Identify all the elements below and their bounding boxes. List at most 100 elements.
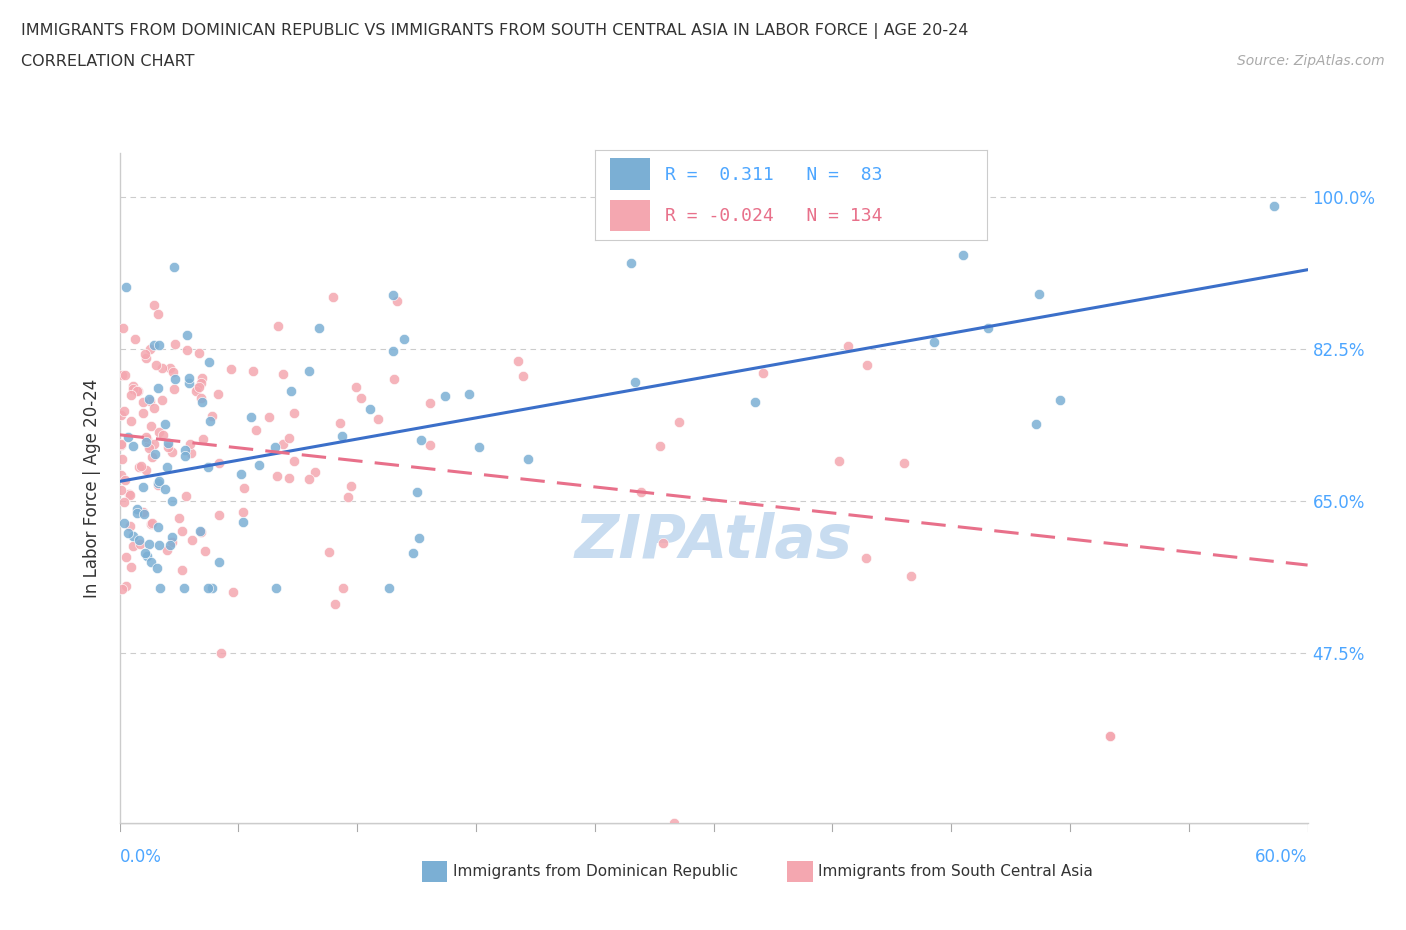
Point	[134, 546, 156, 561]
Point	[163, 337, 186, 352]
Text: ZIPAtlas: ZIPAtlas	[575, 512, 852, 571]
Point	[135, 549, 157, 564]
Point	[165, 371, 187, 386]
Point	[136, 432, 159, 446]
Point	[115, 550, 138, 565]
Point	[434, 389, 457, 404]
Point	[174, 488, 197, 503]
Point	[179, 436, 201, 451]
Point	[516, 452, 538, 467]
Point	[837, 339, 859, 353]
Point	[176, 343, 198, 358]
Point	[128, 459, 150, 474]
Point	[512, 369, 534, 384]
Point	[624, 375, 647, 390]
Point	[172, 524, 194, 538]
Point	[359, 402, 381, 417]
Point	[159, 538, 181, 552]
Point	[191, 370, 214, 385]
Point	[198, 414, 221, 429]
Point	[146, 520, 169, 535]
Point	[208, 507, 231, 522]
Point	[160, 529, 183, 544]
Point	[120, 413, 142, 428]
Point	[402, 545, 425, 560]
Point	[146, 307, 169, 322]
Point	[117, 526, 139, 541]
Point	[157, 439, 180, 454]
Point	[148, 338, 170, 352]
Point	[744, 395, 766, 410]
Point	[111, 581, 134, 596]
Point	[1028, 287, 1050, 302]
Point	[170, 563, 193, 578]
Point	[924, 334, 946, 349]
Point	[145, 560, 167, 575]
Point	[190, 391, 212, 405]
Point	[150, 361, 173, 376]
Point	[127, 383, 149, 398]
Point	[827, 453, 849, 468]
Point	[181, 533, 204, 548]
Point	[160, 445, 183, 459]
Point	[304, 464, 326, 479]
Point	[232, 480, 254, 495]
Point	[382, 288, 405, 303]
Point	[141, 516, 163, 531]
Point	[271, 366, 294, 381]
Point	[129, 458, 152, 473]
Point	[122, 439, 145, 454]
Point	[127, 383, 149, 398]
Point	[900, 569, 922, 584]
Point	[308, 321, 330, 336]
Point	[174, 443, 197, 458]
Point	[350, 391, 373, 405]
Point	[506, 353, 529, 368]
Point	[148, 473, 170, 488]
Point	[323, 596, 346, 611]
Point	[110, 468, 132, 483]
Point	[652, 536, 675, 551]
Point	[392, 331, 415, 346]
Point	[239, 409, 262, 424]
Point	[111, 320, 134, 335]
Point	[148, 581, 170, 596]
Point	[190, 525, 212, 539]
Point	[135, 462, 157, 477]
Point	[139, 393, 162, 408]
Point	[160, 535, 183, 550]
Point	[132, 480, 155, 495]
Point	[197, 460, 219, 475]
Point	[124, 331, 146, 346]
Point	[752, 366, 775, 381]
Point	[662, 816, 685, 830]
Point	[141, 515, 163, 530]
Point	[332, 428, 354, 443]
Point	[190, 376, 212, 391]
Point	[180, 445, 202, 460]
Point	[264, 581, 287, 596]
Point	[139, 342, 162, 357]
Point	[893, 455, 915, 470]
Point	[110, 483, 132, 498]
Point	[650, 438, 672, 453]
Point	[135, 434, 157, 449]
Point	[110, 437, 132, 452]
Point	[156, 542, 179, 557]
Point	[668, 415, 690, 430]
Point	[187, 345, 209, 360]
Point	[322, 289, 344, 304]
Point	[146, 381, 169, 396]
Point	[148, 538, 170, 552]
Point	[280, 383, 302, 398]
Point	[191, 394, 214, 409]
Point	[194, 544, 217, 559]
Point	[856, 357, 879, 372]
Point	[122, 538, 145, 553]
Point	[148, 424, 170, 439]
Point	[377, 581, 399, 596]
Point	[117, 430, 139, 445]
Point	[1049, 392, 1071, 407]
Point	[329, 416, 352, 431]
Point	[150, 393, 173, 408]
